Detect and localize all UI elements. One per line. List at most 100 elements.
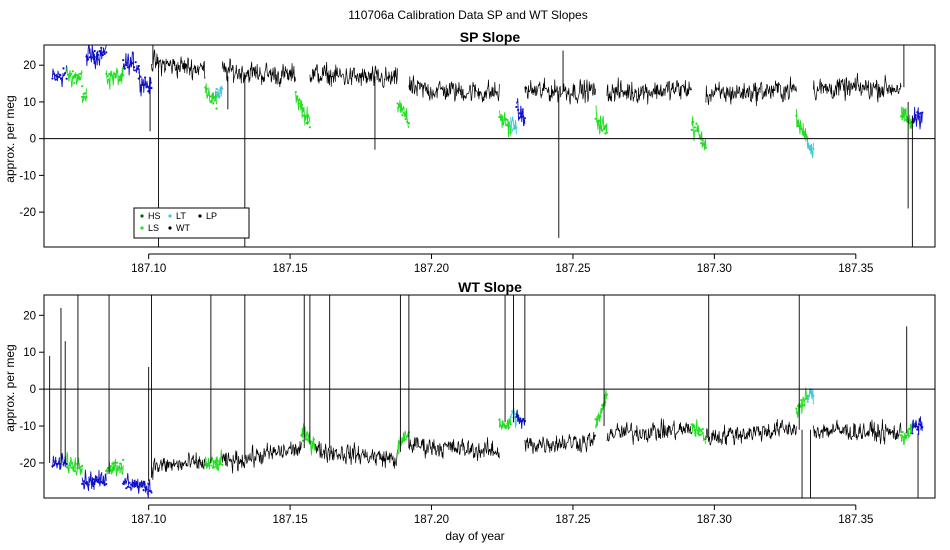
wt-slope-point-ls — [506, 422, 509, 425]
sp-slope-point-ht — [122, 58, 125, 62]
wt-slope-point-ls — [801, 404, 804, 407]
wt-slope-point-ls — [65, 466, 68, 469]
wt-slope-point-ht — [97, 479, 100, 482]
wt-slope-point-ls — [692, 424, 695, 427]
wt-slope-point-ls — [401, 437, 404, 440]
wt-slope-segment-wt — [221, 440, 302, 474]
sp-slope-segment-wt — [309, 61, 398, 88]
sp-slope-xtick-label: 187.20 — [414, 263, 449, 275]
sp-slope-point-ls — [122, 74, 125, 77]
sp-slope-point-ht — [147, 90, 150, 93]
sp-slope-point-ls — [76, 74, 79, 77]
sp-slope-segment-lt — [807, 142, 814, 159]
sp-slope-point-ls — [112, 72, 116, 76]
sp-slope-point-ls — [800, 127, 803, 130]
sp-slope-point-ls — [294, 91, 297, 94]
sp-slope-point-ls — [908, 120, 911, 124]
wt-slope-point-ls — [695, 426, 698, 429]
sp-slope-segment-wt — [705, 76, 797, 107]
sp-slope-point-ls — [805, 135, 808, 138]
wt-slope-plot-frame — [43, 294, 936, 499]
sp-slope-point-ls — [308, 126, 311, 129]
sp-slope-point-ht — [91, 56, 95, 59]
wt-slope-point-lt — [812, 394, 815, 398]
wt-slope-segment-wt — [813, 419, 902, 445]
wt-slope-point-ls — [509, 423, 512, 426]
wt-slope-point-ls — [67, 467, 70, 470]
sp-slope-point-ls — [901, 114, 904, 118]
sp-slope-point-lt — [810, 150, 814, 153]
sp-slope-point-ht — [123, 67, 126, 70]
sp-slope-point-ls — [399, 109, 402, 112]
wt-slope-point-ls — [210, 464, 213, 467]
wt-slope-point-ls — [216, 459, 219, 462]
sp-slope-point-ls — [798, 125, 801, 128]
wt-slope-point-ht — [62, 463, 65, 466]
sp-slope-point-ls — [302, 114, 305, 117]
sp-slope-point-ls — [503, 118, 506, 122]
figure-suptitle: 110706a Calibration Data SP and WT Slope… — [348, 8, 587, 22]
sp-slope-point-ls — [204, 86, 207, 89]
wt-slope-axis-ticks: 187.10 187.15 187.20 187.25 187.30 187.35 -20 -… — [19, 310, 873, 526]
sp-slope-point-ls — [73, 81, 76, 85]
sp-slope-segment-wt — [221, 58, 297, 88]
wt-slope-point-ls — [208, 461, 211, 465]
wt-slope-point-ht — [87, 483, 90, 486]
wt-slope-point-lt — [808, 394, 811, 397]
sp-slope-point-ls — [81, 95, 84, 99]
sp-slope-point-lt — [809, 144, 812, 148]
wt-slope-point-ls — [696, 432, 700, 435]
sp-slope-point-ht — [88, 56, 91, 59]
wt-slope-point-ls — [803, 404, 806, 407]
wt-slope-segment-wt — [705, 419, 797, 446]
wt-slope-point-ht — [912, 425, 916, 428]
sp-slope-point-lt — [218, 95, 221, 98]
sp-slope-segment-lt — [216, 85, 223, 100]
sp-slope-segment-ls — [105, 67, 124, 90]
sp-slope-point-ls — [596, 119, 599, 123]
wt-slope-point-ls — [904, 435, 908, 438]
sp-slope-point-ht — [137, 64, 140, 68]
sp-slope-point-ht — [515, 105, 518, 109]
sp-slope-point-ls — [304, 114, 307, 117]
sp-slope-point-lt — [512, 127, 515, 130]
wt-slope-point-ht — [82, 480, 85, 483]
sp-slope-point-ls — [605, 131, 608, 134]
legend-box — [133, 207, 250, 239]
sp-slope-point-ls — [120, 75, 123, 78]
sp-slope-point-ht — [144, 76, 147, 79]
sp-slope-segment-ht — [911, 106, 923, 130]
sp-slope-point-ls — [795, 114, 798, 117]
wt-slope-segment-ls — [900, 423, 913, 446]
wt-slope-xtick-label: 187.30 — [697, 514, 732, 526]
wt-slope-point-ht — [81, 482, 84, 485]
sp-slope-segment-ls — [397, 100, 410, 129]
sp-slope-point-ht — [90, 56, 93, 59]
wt-slope-point-ls — [105, 469, 108, 473]
sp-slope-point-ht — [57, 75, 60, 79]
wt-slope-point-ls — [795, 407, 798, 410]
wt-slope-point-ht — [921, 425, 924, 429]
sp-slope-point-ls — [402, 112, 406, 115]
wt-slope-point-ht — [98, 477, 101, 480]
legend-marker-lt — [168, 214, 172, 218]
sp-slope-point-ls — [404, 118, 407, 121]
sp-slope-legend: HS LT LP LS WT — [133, 207, 250, 239]
wt-slope-point-ht — [150, 491, 153, 494]
sp-slope-point-ls — [406, 120, 409, 124]
sp-slope-point-ht — [62, 67, 65, 70]
sp-slope-point-ht — [51, 77, 54, 80]
wt-slope-point-ls — [402, 439, 406, 442]
sp-slope-segment-wt — [408, 75, 500, 103]
wt-slope-segment-ls — [498, 418, 512, 430]
sp-slope-point-ls — [501, 122, 504, 125]
wt-slope-point-ht — [123, 480, 126, 484]
wt-slope-point-ht — [917, 422, 921, 426]
sp-slope-point-ht — [140, 83, 144, 87]
sp-slope-point-ls — [111, 74, 114, 78]
sp-slope-point-ls — [498, 115, 501, 119]
wt-slope-xtick-label: 187.20 — [414, 514, 449, 526]
sp-slope-ylabel: approx. per meg — [3, 95, 17, 182]
wt-slope-point-ls — [899, 434, 903, 437]
sp-slope-point-ls — [904, 118, 908, 121]
